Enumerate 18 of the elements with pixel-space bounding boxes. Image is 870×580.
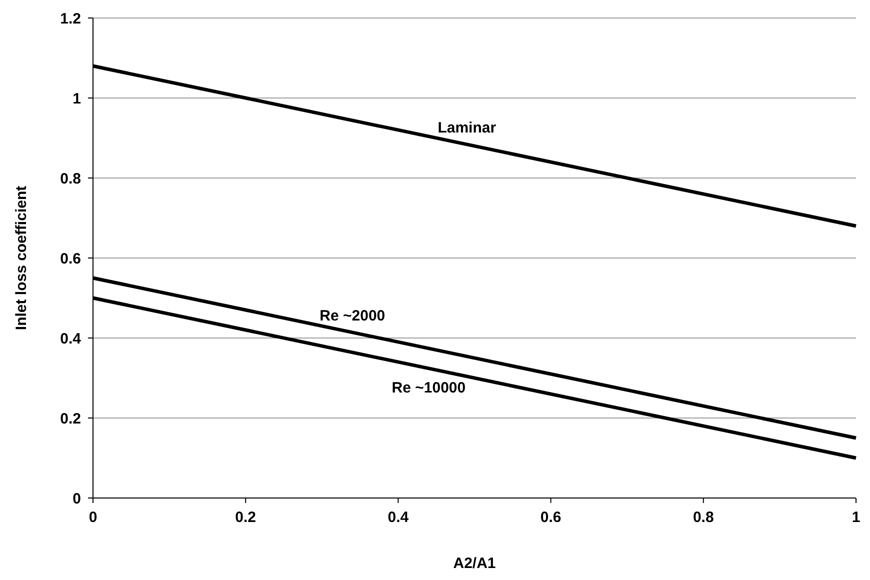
series-label: Re ~10000 [392, 379, 466, 396]
y-tick-label: 0.2 [60, 410, 81, 428]
x-axis-title: A2/A1 [453, 555, 496, 572]
y-tick-label: 0 [72, 490, 81, 508]
x-tick-label: 0.6 [540, 509, 562, 526]
x-tick-label: 0.4 [388, 509, 410, 526]
x-tick-label: 0.2 [235, 509, 256, 526]
y-axis-title: Inlet loss coefficient [13, 186, 30, 330]
series-label: Re ~2000 [320, 307, 386, 324]
y-tick-label: 0.4 [60, 330, 82, 348]
y-tick-label: 0.8 [60, 170, 81, 188]
x-tick-label: 1 [852, 509, 860, 526]
x-tick-label: 0 [88, 509, 98, 526]
y-tick-label: 0.6 [60, 250, 81, 268]
x-tick-label: 0.8 [692, 509, 714, 526]
series-label: Laminar [438, 119, 496, 136]
y-tick-label: 1.2 [60, 10, 81, 28]
y-tick-label: 1 [72, 90, 81, 108]
